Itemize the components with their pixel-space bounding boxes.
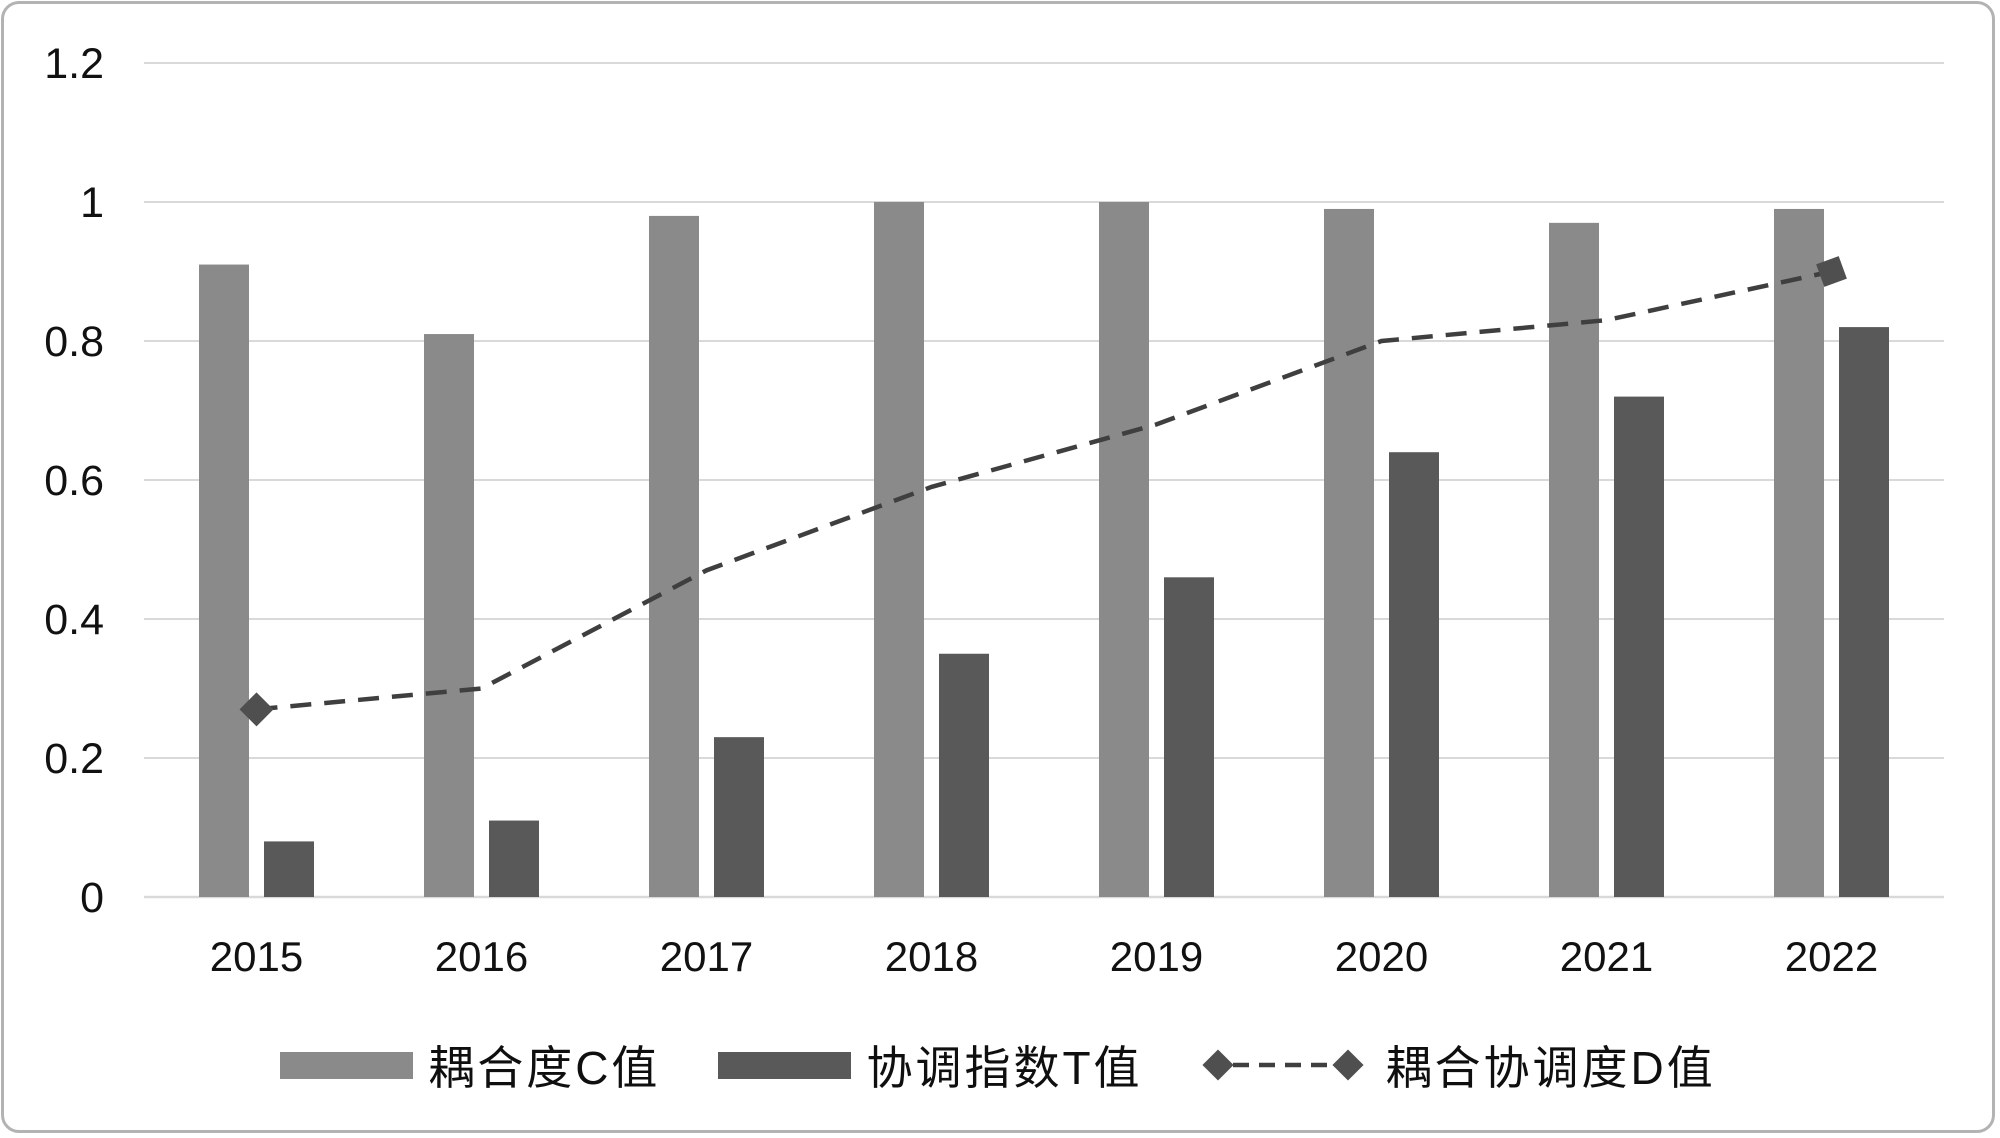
legend-label-coupling-c: 耦合度C值 [428, 1042, 661, 1094]
ytick-label-1.2: 1.2 [44, 40, 104, 88]
legend-item-coordination-t: 协调指数T值 [718, 1032, 1142, 1098]
ytick-label-0: 0 [80, 874, 104, 922]
ytick-label-0.4: 0.4 [44, 596, 104, 644]
legend-item-coupling-coordination-d: 耦合协调度D值 [1201, 1032, 1716, 1098]
xtick-label-2022: 2022 [1785, 933, 1878, 980]
c-bar-2017 [649, 215, 699, 897]
d-marker-2015 [239, 692, 274, 727]
legend-label-coordination-t: 协调指数T值 [866, 1042, 1143, 1094]
t-bar-2019 [1164, 577, 1214, 897]
xtick-label-2016: 2016 [435, 933, 528, 980]
t-bar-2021 [1614, 396, 1664, 897]
xtick-label-2015: 2015 [210, 933, 303, 980]
d-line [256, 269, 1832, 712]
xtick-label-2021: 2021 [1560, 933, 1653, 980]
ytick-label-0.2: 0.2 [44, 735, 104, 783]
t-bar-2018 [939, 653, 989, 897]
t-bar-2022 [1839, 327, 1889, 898]
legend-swatch-c-bar [280, 1051, 414, 1079]
legend-swatch-t-bar [718, 1051, 852, 1079]
legend-dashed-line-diamond-sample [1201, 1042, 1371, 1088]
t-bar-2016 [489, 820, 539, 897]
d-marker-2022 [1816, 256, 1847, 287]
xtick-label-2018: 2018 [885, 933, 978, 980]
t-bar-2020 [1389, 452, 1439, 897]
legend-label-coupling-coordination-d: 耦合协调度D值 [1385, 1042, 1716, 1094]
xtick-label-2019: 2019 [1110, 933, 1203, 980]
ytick-label-0.6: 0.6 [44, 457, 104, 505]
c-bar-2016 [424, 334, 474, 897]
legend-diamond-icon [1331, 1049, 1364, 1081]
c-bar-2015 [199, 264, 249, 897]
legend: 耦合度C值 协调指数T值 耦合协调度D值 [4, 1032, 1992, 1098]
c-bar-2021 [1549, 222, 1599, 898]
c-bar-2020 [1324, 208, 1374, 897]
legend-line-sample-canvas [1201, 1049, 1364, 1081]
c-bar-2018 [874, 202, 924, 897]
c-bar-2019 [1099, 202, 1149, 897]
t-bar-2015 [264, 841, 314, 897]
xtick-label-2017: 2017 [660, 933, 753, 980]
legend-item-coupling-c: 耦合度C值 [280, 1032, 660, 1098]
c-bar-2022 [1774, 208, 1824, 897]
t-bar-2017 [714, 737, 764, 897]
ytick-label-1: 1 [80, 179, 104, 227]
xtick-label-2020: 2020 [1335, 933, 1428, 980]
ytick-label-0.8: 0.8 [44, 318, 104, 366]
legend-diamond-icon [1201, 1049, 1234, 1081]
chart-canvas: 0 0.2 0.4 0.6 0.8 1 1.2 2015 2016 2017 2018 2019 202… [44, 40, 1944, 980]
